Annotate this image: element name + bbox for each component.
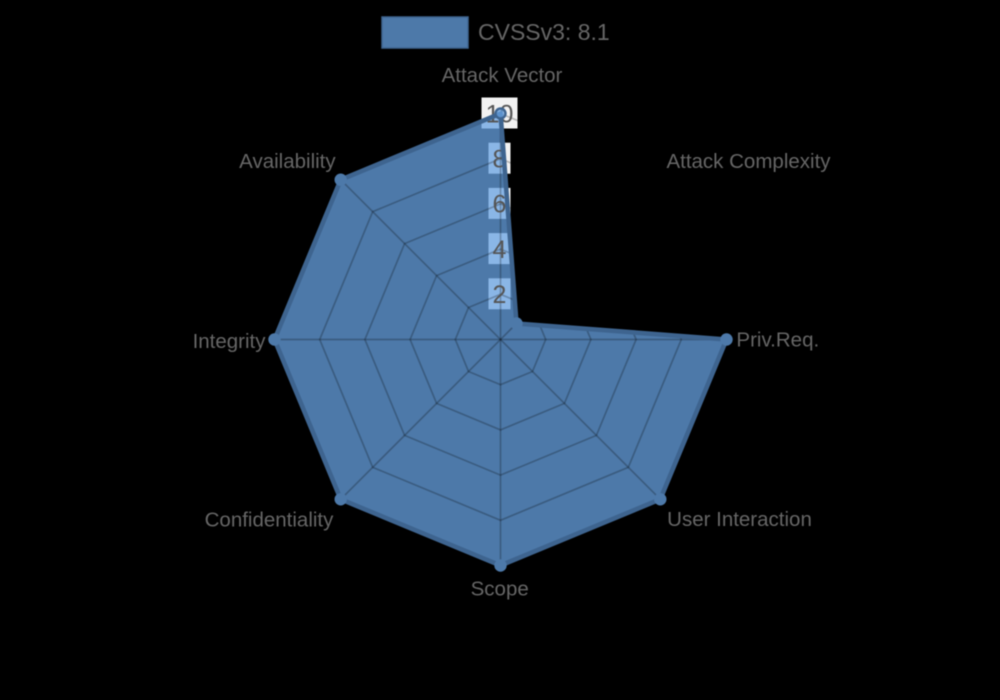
svg-text:Confidentiality: Confidentiality — [205, 509, 335, 532]
svg-text:CVSSv3: 8.1: CVSSv3: 8.1 — [478, 19, 610, 45]
svg-text:Attack Vector: Attack Vector — [442, 64, 563, 87]
svg-text:4: 4 — [493, 236, 507, 264]
svg-text:Availability: Availability — [239, 150, 336, 173]
svg-text:User Interaction: User Interaction — [667, 508, 812, 531]
svg-text:6: 6 — [493, 191, 507, 219]
svg-text:Integrity: Integrity — [193, 330, 267, 353]
svg-text:Scope: Scope — [471, 578, 529, 601]
svg-text:Attack Complexity: Attack Complexity — [666, 150, 831, 173]
svg-text:2: 2 — [493, 281, 507, 309]
svg-text:Priv.Req.: Priv.Req. — [736, 329, 819, 352]
